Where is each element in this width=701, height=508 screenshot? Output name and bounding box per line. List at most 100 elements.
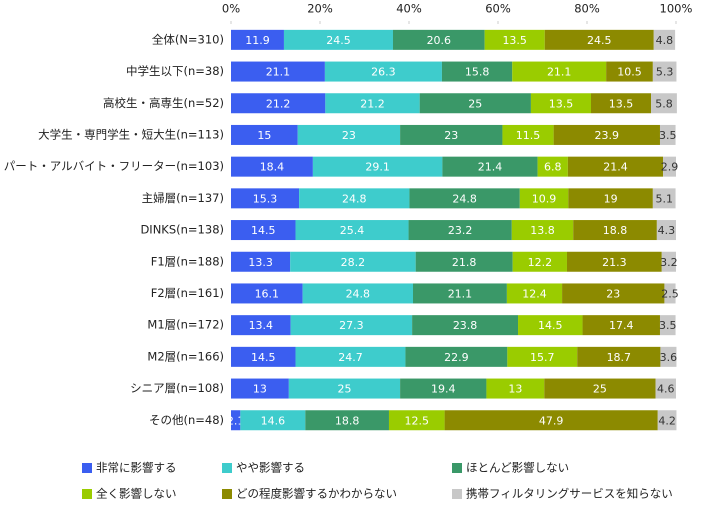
value-label: 4.6 — [657, 383, 675, 396]
bar-segment — [231, 124, 298, 145]
value-label: 24.5 — [587, 34, 612, 47]
category-label: 高校生・高専生(n=52) — [103, 96, 224, 110]
bar-segment — [657, 410, 677, 431]
category-label: 全体(N=310) — [152, 32, 224, 46]
value-label: 2.5 — [661, 287, 679, 300]
category-label: DINKS(n=138) — [140, 223, 224, 237]
bar-segment — [442, 156, 538, 177]
legend-label: 非常に影響する — [96, 461, 177, 475]
bar-segment — [511, 220, 574, 241]
value-label: 26.3 — [371, 66, 396, 79]
bar-segment — [400, 124, 503, 145]
value-label: 24.7 — [338, 351, 363, 364]
value-label: 12.5 — [405, 414, 430, 427]
value-label: 15.7 — [530, 351, 555, 364]
value-label: 2.1 — [227, 414, 245, 427]
bar-segment — [537, 156, 568, 177]
value-label: 5.8 — [655, 97, 673, 110]
x-tick-label: 0% — [222, 2, 240, 16]
x-tick-label: 40% — [396, 2, 422, 16]
bar-segment — [409, 188, 520, 209]
value-label: 15.3 — [253, 192, 278, 205]
value-label: 21.2 — [360, 97, 385, 110]
bar-segment — [651, 93, 677, 114]
value-label: 4.3 — [658, 224, 676, 237]
bar-segment — [655, 378, 676, 399]
category-label: 主婦層(n=137) — [142, 191, 224, 205]
value-label: 10.5 — [617, 66, 642, 79]
x-tick-label: 20% — [307, 2, 333, 16]
value-label: 18.8 — [603, 224, 628, 237]
legend-label: 全く影響しない — [96, 487, 177, 501]
legend-label: やや影響する — [236, 461, 305, 475]
bar-segment — [512, 61, 607, 82]
bar-segment — [405, 346, 508, 367]
value-label: 13.4 — [249, 319, 274, 332]
legend-label: 携帯フィルタリングサービスを知らない — [466, 487, 673, 501]
value-label: 21.1 — [547, 66, 572, 79]
bar-segment — [392, 29, 485, 50]
bar-segment — [652, 61, 677, 82]
bar-segment — [553, 124, 660, 145]
bar-segment — [231, 251, 291, 272]
x-tick-label: 100% — [660, 2, 693, 16]
value-label: 21.2 — [266, 97, 291, 110]
bar-segment — [506, 283, 563, 304]
category-label: F2層(n=161) — [151, 286, 224, 300]
value-label: 23 — [444, 129, 458, 142]
bar-segment — [568, 188, 653, 209]
value-label: 14.5 — [538, 319, 563, 332]
bar-segment — [413, 283, 507, 304]
bar-segment — [567, 156, 664, 177]
x-tick-label: 60% — [485, 2, 511, 16]
value-label: 23.8 — [453, 319, 478, 332]
bar-segment — [573, 220, 657, 241]
category-label: F1層(n=188) — [151, 254, 224, 268]
value-label: 19 — [604, 192, 618, 205]
bar-segment — [419, 93, 531, 114]
bar-segment — [659, 315, 676, 336]
bar-segment — [388, 410, 445, 431]
value-label: 14.6 — [261, 414, 286, 427]
bar-segment — [660, 346, 677, 367]
bar-segment — [577, 346, 661, 367]
bar-segment — [231, 220, 296, 241]
legend-label: ほとんど影響しない — [466, 461, 569, 475]
bar-segment — [305, 410, 389, 431]
value-label: 24.8 — [342, 192, 367, 205]
value-label: 18.4 — [260, 161, 285, 174]
value-label: 21.1 — [266, 66, 291, 79]
bar-segment — [231, 315, 291, 336]
bar-segment — [231, 93, 326, 114]
value-label: 19.4 — [431, 383, 456, 396]
legend-swatch — [222, 463, 232, 473]
value-label: 14.5 — [251, 351, 276, 364]
value-label: 20.6 — [427, 34, 452, 47]
value-label: 13 — [508, 383, 522, 396]
value-label: 16.1 — [255, 287, 280, 300]
value-label: 13.5 — [549, 97, 574, 110]
bar-segment — [507, 346, 578, 367]
value-label: 21.8 — [452, 256, 477, 269]
bar-segment — [661, 251, 676, 272]
bar-segment — [297, 124, 401, 145]
legend-swatch — [452, 463, 462, 473]
value-label: 15.8 — [465, 66, 490, 79]
bar-segment — [606, 61, 653, 82]
bar-segment — [231, 29, 284, 50]
bar-segment — [664, 283, 676, 304]
x-tick-label: 80% — [574, 2, 600, 16]
bar-segment — [486, 378, 545, 399]
value-label: 18.7 — [607, 351, 632, 364]
value-label: 10.9 — [532, 192, 557, 205]
bar-segment — [290, 315, 413, 336]
value-label: 13.8 — [530, 224, 555, 237]
bar-segment — [502, 124, 554, 145]
category-label: パート・アルバイト・フリーター(n=103) — [4, 159, 224, 173]
value-label: 24.8 — [346, 287, 371, 300]
bar-segment — [231, 156, 313, 177]
bar-segment — [288, 378, 401, 399]
value-label: 12.2 — [528, 256, 553, 269]
bar-segment — [544, 378, 656, 399]
value-label: 25 — [593, 383, 607, 396]
